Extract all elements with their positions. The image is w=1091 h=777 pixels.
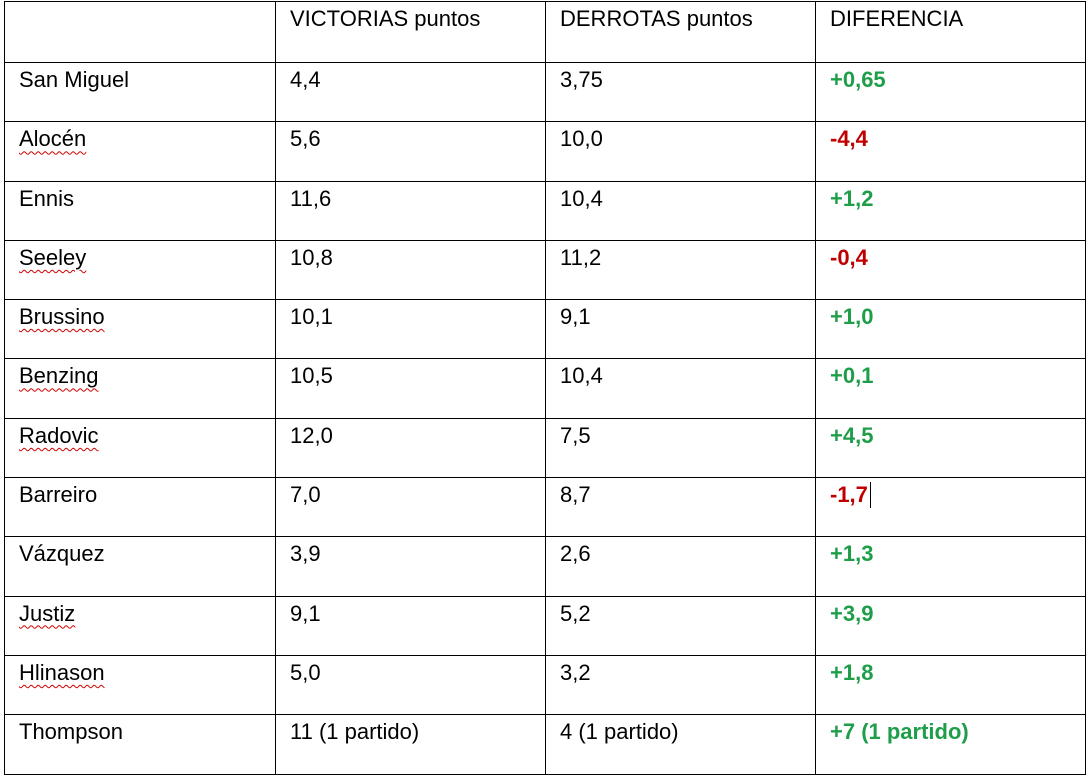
player-name: Ennis [19, 185, 75, 211]
player-name: Hlinason [19, 659, 105, 685]
losses-points-cell[interactable]: 5,2 [545, 595, 816, 656]
wins-points-cell[interactable]: 10,8 [275, 239, 546, 301]
player-name: Thompson [19, 719, 123, 745]
table-row: Thompson 11 (1 partido) 4 (1 partido) +7 (1… [4, 714, 1086, 775]
difference-value: +3,9 [830, 600, 874, 626]
header-cell-wins[interactable]: VICTORIAS puntos [275, 1, 546, 63]
difference-value: +1,0 [830, 304, 874, 330]
difference-cell[interactable]: -1,7 [815, 477, 1086, 538]
table-row: Brussino 10,1 9,1 +1,0 [4, 299, 1086, 360]
player-name-cell[interactable]: Benzing [4, 358, 276, 419]
table-row: Radovic 12,0 7,5 +4,5 [4, 417, 1086, 479]
difference-cell[interactable]: +7 (1 partido) [815, 714, 1086, 775]
player-name: Benzing [19, 363, 99, 389]
player-name-cell[interactable]: Hlinason [4, 654, 276, 716]
difference-value: +1,2 [830, 185, 874, 211]
header-cell-difference[interactable]: DIFERENCIA [815, 1, 1086, 63]
difference-cell[interactable]: +1,3 [815, 536, 1086, 597]
player-name-cell[interactable]: Radovic [4, 417, 276, 479]
header-cell-losses[interactable]: DERROTAS puntos [545, 1, 816, 63]
header-cell-player[interactable] [4, 1, 276, 63]
losses-points-cell[interactable]: 3,75 [545, 61, 816, 123]
player-name: Justiz [19, 600, 76, 626]
difference-value: +7 (1 partido) [830, 719, 969, 745]
difference-cell[interactable]: +1,0 [815, 299, 1086, 360]
difference-value: -1,7 [830, 482, 868, 508]
table-row: Justiz 9,1 5,2 +3,9 [4, 595, 1086, 656]
losses-points-cell[interactable]: 2,6 [545, 536, 816, 597]
player-name: Barreiro [19, 482, 98, 508]
table-row: San Miguel 4,4 3,75 +0,65 [4, 61, 1086, 123]
wins-points-cell[interactable]: 10,1 [275, 299, 546, 360]
table-row: Seeley 10,8 11,2 -0,4 [4, 239, 1086, 301]
player-name: Radovic [19, 422, 99, 448]
wins-points-cell[interactable]: 5,6 [275, 121, 546, 182]
stats-table: VICTORIAS puntos DERROTAS puntos DIFEREN… [4, 1, 1086, 775]
difference-cell[interactable]: -0,4 [815, 239, 1086, 301]
losses-points-cell[interactable]: 10,4 [545, 358, 816, 419]
player-name-cell[interactable]: Justiz [4, 595, 276, 656]
wins-points-cell[interactable]: 7,0 [275, 477, 546, 538]
wins-points-cell[interactable]: 4,4 [275, 61, 546, 123]
wins-points-cell[interactable]: 3,9 [275, 536, 546, 597]
table-row: Benzing 10,5 10,4 +0,1 [4, 358, 1086, 419]
difference-cell[interactable]: +0,65 [815, 61, 1086, 123]
losses-points-cell[interactable]: 9,1 [545, 299, 816, 360]
wins-points-cell[interactable]: 11,6 [275, 180, 546, 241]
difference-cell[interactable]: -4,4 [815, 121, 1086, 182]
wins-points-cell[interactable]: 12,0 [275, 417, 546, 479]
player-name-cell[interactable]: Alocén [4, 121, 276, 182]
player-name-cell[interactable]: Barreiro [4, 477, 276, 538]
losses-points-cell[interactable]: 10,4 [545, 180, 816, 241]
table-row: Barreiro 7,0 8,7 -1,7 [4, 477, 1086, 538]
player-name-cell[interactable]: Thompson [4, 714, 276, 775]
header-row: VICTORIAS puntos DERROTAS puntos DIFEREN… [4, 1, 1086, 63]
table-row: Ennis 11,6 10,4 +1,2 [4, 180, 1086, 241]
wins-points-cell[interactable]: 9,1 [275, 595, 546, 656]
player-name-cell[interactable]: Brussino [4, 299, 276, 360]
difference-cell[interactable]: +1,8 [815, 654, 1086, 716]
player-name: Alocén [19, 126, 87, 152]
player-name: Vázquez [19, 541, 105, 567]
difference-value: +0,1 [830, 363, 874, 389]
wins-points-cell[interactable]: 5,0 [275, 654, 546, 716]
difference-value: -0,4 [830, 244, 868, 270]
losses-points-cell[interactable]: 8,7 [545, 477, 816, 538]
player-name: Seeley [19, 244, 87, 270]
difference-value: -4,4 [830, 126, 868, 152]
stats-table-body: VICTORIAS puntos DERROTAS puntos DIFEREN… [4, 1, 1086, 775]
player-name-cell[interactable]: Ennis [4, 180, 276, 241]
losses-points-cell[interactable]: 11,2 [545, 239, 816, 301]
player-name-cell[interactable]: Vázquez [4, 536, 276, 597]
losses-points-cell[interactable]: 10,0 [545, 121, 816, 182]
difference-cell[interactable]: +1,2 [815, 180, 1086, 241]
difference-cell[interactable]: +4,5 [815, 417, 1086, 479]
difference-value: +4,5 [830, 422, 874, 448]
difference-cell[interactable]: +0,1 [815, 358, 1086, 419]
table-row: Hlinason 5,0 3,2 +1,8 [4, 654, 1086, 716]
losses-points-cell[interactable]: 7,5 [545, 417, 816, 479]
losses-points-cell[interactable]: 4 (1 partido) [545, 714, 816, 775]
player-name-cell[interactable]: Seeley [4, 239, 276, 301]
table-row: Vázquez 3,9 2,6 +1,3 [4, 536, 1086, 597]
table-row: Alocén 5,6 10,0 -4,4 [4, 121, 1086, 182]
difference-value: +1,8 [830, 659, 874, 685]
wins-points-cell[interactable]: 11 (1 partido) [275, 714, 546, 775]
difference-value: +0,65 [830, 67, 886, 92]
losses-points-cell[interactable]: 3,2 [545, 654, 816, 716]
difference-cell[interactable]: +3,9 [815, 595, 1086, 656]
player-name: San Miguel [19, 67, 130, 92]
player-name: Brussino [19, 304, 105, 330]
player-name-cell[interactable]: San Miguel [4, 61, 276, 123]
text-cursor [869, 482, 871, 509]
difference-value: +1,3 [830, 541, 874, 567]
wins-points-cell[interactable]: 10,5 [275, 358, 546, 419]
